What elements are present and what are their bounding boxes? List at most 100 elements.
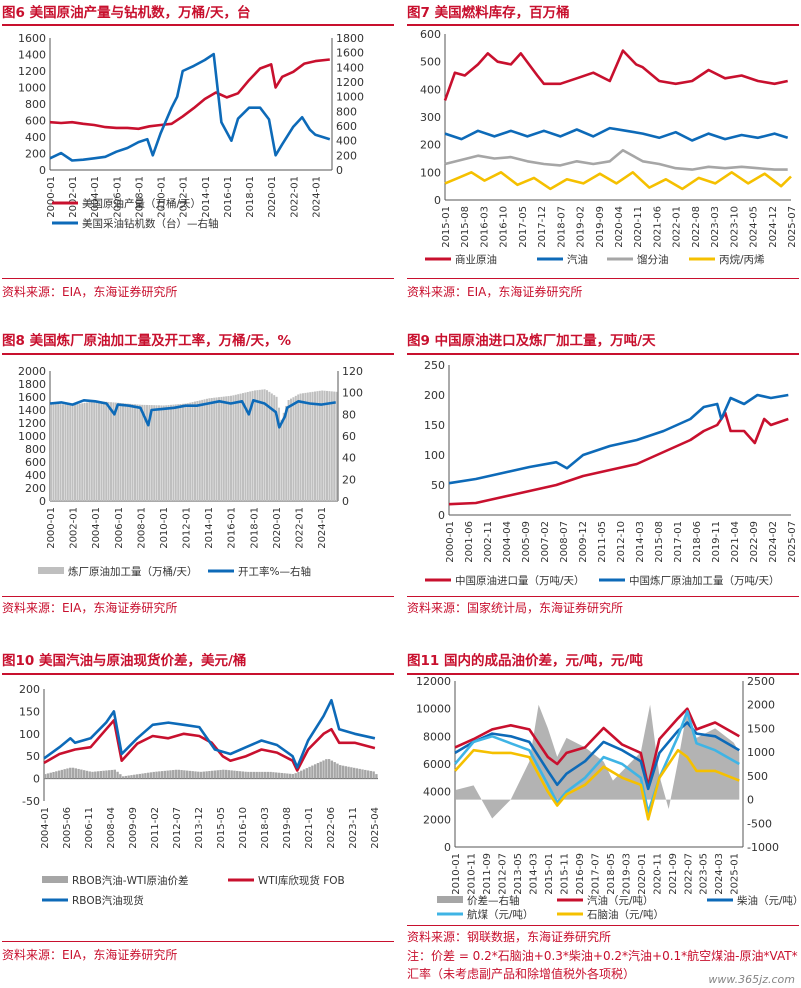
legend-label: 汽油（元/吨） (587, 894, 654, 907)
bar (108, 770, 111, 779)
y-tick-label: 50 (26, 750, 40, 763)
bar (205, 771, 208, 779)
line-series (43, 698, 376, 769)
bar (300, 770, 303, 779)
chart-title: 图6 美国原油产量与钻机数，万桶/天，台 (2, 5, 251, 21)
line-series (443, 49, 788, 101)
line-series (448, 393, 789, 485)
bar (215, 397, 218, 501)
bar (272, 772, 275, 779)
bar (165, 405, 168, 501)
bar (263, 771, 267, 779)
y-right-tick-label: -1000 (747, 841, 779, 854)
bar (88, 402, 91, 501)
bar (133, 774, 136, 779)
bar (82, 770, 86, 779)
y-tick-label: 600 (25, 115, 46, 128)
x-tick-label: 2017-12 (537, 206, 548, 248)
y-tick-label: 1000 (18, 82, 46, 95)
x-tick-label: 2023-11 (348, 807, 359, 849)
chart-fig8: 0200400600800100012001400160018002000020… (18, 365, 363, 578)
bar (246, 391, 249, 501)
x-tick-label: 2023-10 (729, 206, 740, 248)
y-tick-label: 200 (25, 148, 46, 161)
x-tick-label: 2002-11 (483, 521, 494, 563)
bar (314, 391, 316, 501)
x-tick-label: 2018-01 (245, 176, 256, 218)
bar (292, 397, 295, 501)
bar (59, 404, 62, 501)
y-right-tick-label: 1500 (747, 722, 775, 735)
legend-label: 航煤（元/吨） (467, 908, 534, 921)
bar (83, 402, 86, 501)
y-right-tick-label: 1000 (336, 91, 364, 104)
bar (369, 770, 373, 779)
y-tick-label: 300 (420, 111, 441, 124)
chart-title: 图9 中国原油进口及炼厂加工量，万吨/天 (407, 333, 656, 349)
x-tick-label: 2015-01 (544, 853, 555, 895)
y-right-tick-label: 200 (336, 149, 357, 162)
bar (85, 770, 89, 779)
x-tick-label: 2010-01 (451, 853, 462, 895)
legend-label: 美国采油钻机数（台）—右轴 (82, 217, 219, 230)
bar (347, 766, 350, 779)
title-rule (407, 673, 799, 675)
x-tick-label: 2025-04 (370, 807, 381, 849)
panel-fig11: 图11 国内的成品油价差，元/吨，元/吨 0 2000 4000 6000 8000 10… (407, 650, 799, 988)
y-tick-label: 400 (25, 131, 46, 144)
x-tick-label: 2016-01 (223, 176, 234, 218)
y-tick-label: 1600 (18, 32, 46, 45)
panel-fig7: 图7 美国燃料库存，百万桶 0 100 200 300 400 500 600 2015-01… (407, 0, 799, 310)
bar (197, 771, 200, 779)
legend-label: 中国炼厂原油加工量（万吨/天） (629, 574, 780, 587)
y-right-tick-label: 0 (336, 164, 343, 177)
bar (280, 772, 283, 779)
y-tick-label: 0 (434, 194, 441, 207)
bar (244, 392, 247, 501)
legend-label: WTI库欣现货 FOB (258, 874, 345, 887)
bar (277, 772, 281, 779)
x-tick-label: 2008-01 (136, 507, 147, 549)
line-series (454, 748, 740, 821)
x-tick-label: 2016-10 (238, 807, 249, 849)
y-tick-label: 1400 (18, 49, 46, 62)
bar (234, 394, 237, 501)
line-series (454, 710, 740, 814)
bar (208, 398, 211, 501)
area-series (455, 704, 740, 819)
x-tick-label: 2007-02 (540, 521, 551, 563)
y-tick-label: 50 (431, 479, 445, 492)
x-tick-label: 2010-01 (159, 507, 170, 549)
bar (336, 763, 339, 779)
x-tick-label: 2015-05 (216, 807, 227, 849)
bar (358, 768, 361, 779)
y-tick-label: 200 (420, 139, 441, 152)
bar (110, 402, 112, 501)
x-tick-label: 2006-11 (84, 807, 95, 849)
x-tick-label: 2004-04 (502, 521, 513, 563)
bar (213, 397, 216, 501)
bar (350, 767, 353, 779)
y-right-tick-label: 80 (342, 408, 356, 421)
bar (152, 771, 155, 779)
y-tick-label: -50 (22, 795, 40, 808)
x-tick-label: 2004-01 (90, 176, 101, 218)
x-tick-label: 2015-08 (460, 206, 471, 248)
x-tick-label: 2014-03 (635, 521, 646, 563)
y-tick-label: 1400 (18, 404, 46, 417)
x-tick-label: 2014-01 (204, 507, 215, 549)
x-tick-label: 2014-03 (528, 853, 539, 895)
bar (117, 402, 120, 501)
bar (282, 412, 285, 501)
bar (189, 402, 192, 501)
y-tick-label: 1000 (18, 430, 46, 443)
y-tick-label: 0 (33, 773, 40, 786)
y-tick-label: 8000 (423, 730, 451, 743)
bar (184, 403, 187, 501)
bar (64, 404, 67, 501)
bar (299, 393, 302, 501)
bar (297, 394, 300, 501)
bar (210, 397, 213, 501)
y-tick-label: 600 (420, 28, 441, 41)
bar (158, 771, 161, 779)
